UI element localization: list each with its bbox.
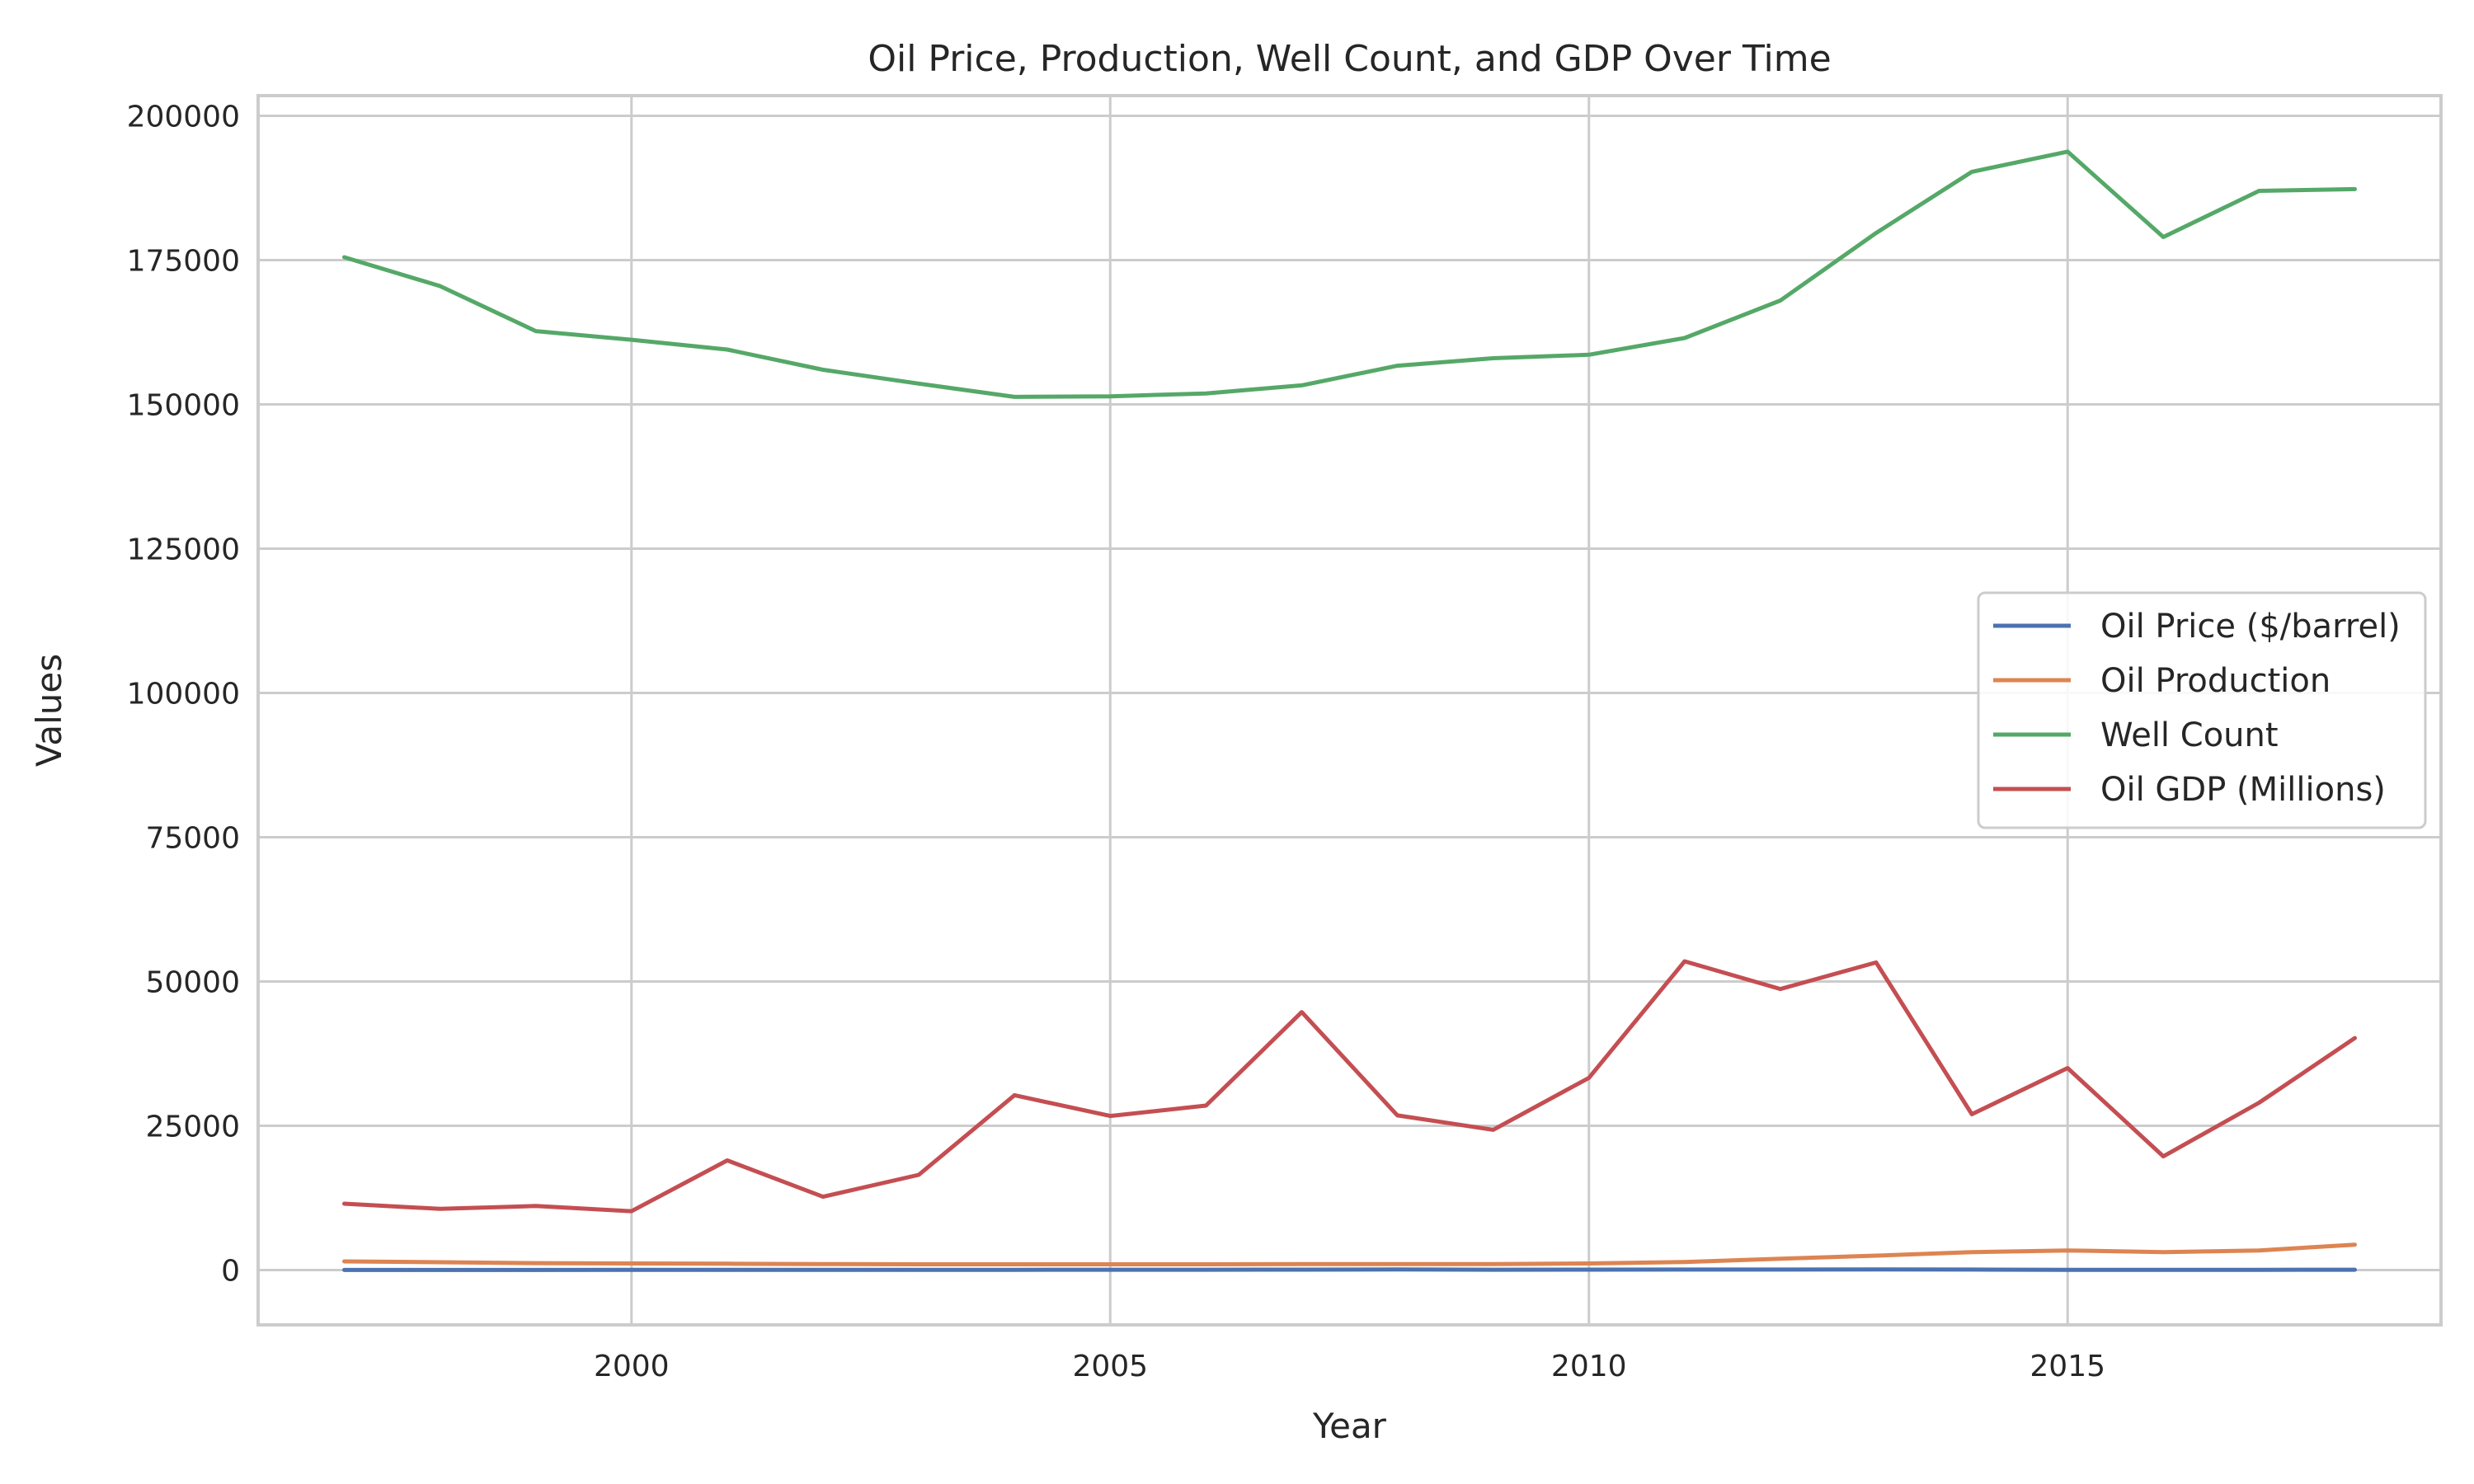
grid-lines xyxy=(258,96,2441,1325)
x-tick-label: 2000 xyxy=(594,1350,670,1383)
y-tick-label: 175000 xyxy=(127,245,240,279)
chart-title: Oil Price, Production, Well Count, and G… xyxy=(868,38,1831,80)
y-axis-ticks: 0 25000 50000 75000 100000 125000 150000 175000… xyxy=(127,101,240,1289)
y-axis-label: Values xyxy=(29,654,69,767)
legend-box xyxy=(1977,591,2427,829)
y-tick-label: 200000 xyxy=(127,101,240,134)
legend-entry: Well Count xyxy=(2100,716,2279,754)
y-tick-label: 0 xyxy=(221,1255,240,1289)
y-tick-label: 125000 xyxy=(127,533,240,567)
y-tick-label: 100000 xyxy=(127,678,240,711)
legend: Oil Price ($/barrel) Oil Production Well C… xyxy=(1977,591,2427,829)
legend-entry: Oil Price ($/barrel) xyxy=(2100,608,2401,646)
x-axis-label: Year xyxy=(1312,1406,1387,1446)
y-tick-label: 25000 xyxy=(145,1111,240,1144)
legend-entry: Oil Production xyxy=(2100,662,2331,700)
legend-entry: Oil GDP (Millions) xyxy=(2100,771,2386,809)
series-line-2 xyxy=(342,149,2357,399)
series-lines xyxy=(342,149,2357,1272)
series-line-1 xyxy=(342,1242,2357,1266)
x-tick-label: 2010 xyxy=(1551,1350,1627,1383)
x-tick-label: 2005 xyxy=(1072,1350,1148,1383)
y-tick-label: 75000 xyxy=(145,822,240,856)
plot-area-frame xyxy=(256,94,2443,1327)
x-axis-ticks: 2000 2005 2010 2015 xyxy=(594,1350,2105,1383)
x-tick-label: 2015 xyxy=(2030,1350,2105,1383)
y-tick-label: 50000 xyxy=(145,966,240,1000)
y-tick-label: 150000 xyxy=(127,389,240,423)
series-line-3 xyxy=(342,959,2357,1214)
